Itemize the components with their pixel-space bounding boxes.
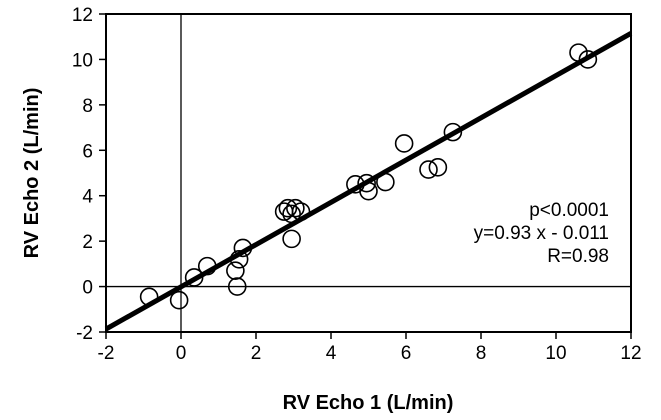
x-tick-label: 12 (620, 343, 641, 364)
x-tick-label: -2 (98, 343, 115, 364)
data-point (394, 134, 414, 153)
data-point (227, 277, 247, 296)
y-tick-label: 2 (82, 232, 93, 253)
annotation-r-value: R=0.98 (547, 246, 609, 267)
y-tick-label: 0 (82, 278, 93, 299)
data-point (282, 229, 301, 249)
x-tick-label: 0 (176, 343, 187, 364)
data-point (578, 50, 598, 69)
y-tick-label: 8 (82, 96, 93, 117)
annotation-equation: y=0.93 x - 0.011 (474, 223, 609, 244)
data-point (419, 160, 438, 179)
x-tick-label: 4 (326, 343, 337, 364)
plot-frame (105, 13, 632, 333)
y-axis-title: RV Echo 2 (L/min) (21, 88, 43, 259)
y-tick-label: 12 (72, 5, 93, 26)
data-point (226, 261, 245, 280)
x-tick-label: 2 (251, 343, 262, 364)
data-point (357, 173, 376, 193)
data-point (428, 158, 448, 177)
x-tick-label: 6 (401, 343, 412, 364)
y-tick-label: 6 (82, 141, 93, 162)
tick-labels: -2 0 2 4 6 8 10 12 -2 0 2 4 6 8 10 12 (72, 5, 642, 364)
y-tick-label: 4 (82, 187, 93, 208)
x-tick-label: 8 (476, 343, 487, 364)
x-axis-title: RV Echo 1 (L/min) (283, 392, 454, 414)
regression-line (104, 31, 633, 332)
y-tick-label: -2 (76, 323, 93, 344)
data-point (286, 198, 305, 218)
y-tick-label: 10 (72, 50, 93, 71)
data-point (169, 290, 189, 310)
annotation-p-value: p<0.0001 (529, 200, 609, 221)
data-point (443, 122, 463, 142)
x-tick-label: 10 (545, 343, 566, 364)
plot-area (99, 13, 633, 339)
axis-ticks (99, 13, 632, 339)
data-point (278, 198, 298, 218)
